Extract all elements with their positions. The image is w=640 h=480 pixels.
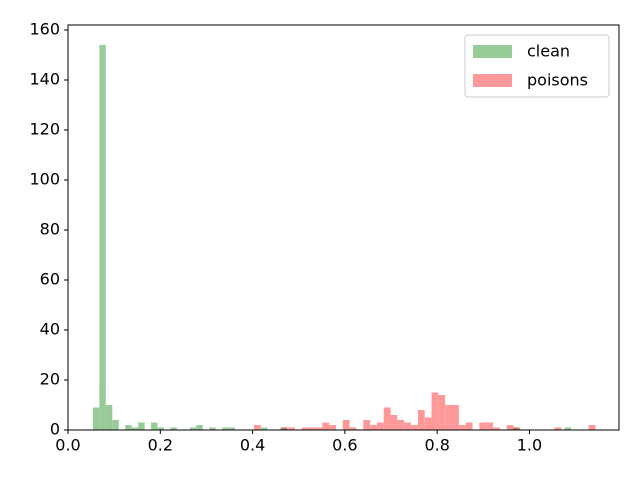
bar <box>301 427 309 430</box>
bar <box>308 427 316 430</box>
bar <box>417 410 425 430</box>
bar <box>404 422 412 430</box>
bar <box>513 427 521 430</box>
y-tick-label: 140 <box>29 70 60 89</box>
bar <box>112 420 119 430</box>
bar <box>554 427 562 430</box>
series <box>253 392 596 430</box>
bar <box>370 425 377 430</box>
bar <box>151 422 158 430</box>
bar <box>138 422 145 430</box>
bar <box>209 427 216 430</box>
y-tick-label: 40 <box>40 320 60 339</box>
bar <box>288 427 295 430</box>
bar <box>363 420 371 430</box>
x-tick-label: 0.4 <box>240 436 265 455</box>
bar <box>315 427 323 430</box>
bar <box>189 427 197 430</box>
legend-swatch <box>473 74 512 87</box>
x-tick-label: 0.8 <box>424 436 449 455</box>
x-tick-label: 0.0 <box>55 436 80 455</box>
x-tick-label: 1.0 <box>517 436 542 455</box>
bar <box>588 425 596 430</box>
legend-swatch <box>473 45 512 58</box>
bar <box>228 427 236 430</box>
bar <box>281 427 289 430</box>
series <box>92 45 572 430</box>
bar <box>349 427 357 430</box>
bar <box>397 420 405 430</box>
x-tick-label: 0.2 <box>148 436 173 455</box>
bar <box>486 422 494 430</box>
bar <box>196 425 203 430</box>
y-tick-label: 0 <box>50 420 60 439</box>
y-tick-label: 160 <box>29 20 60 39</box>
legend-label: clean <box>527 42 570 61</box>
bar <box>493 427 500 430</box>
bar <box>479 422 487 430</box>
bar <box>157 427 164 430</box>
bar <box>383 407 391 430</box>
bar <box>92 407 100 430</box>
x-tick-label: 0.6 <box>332 436 357 455</box>
bar <box>131 427 139 430</box>
bar <box>458 425 466 430</box>
bar <box>431 392 439 430</box>
bar <box>322 422 330 430</box>
plot-frame <box>67 24 620 431</box>
bar <box>170 427 177 430</box>
y-tick-label: 20 <box>40 370 60 389</box>
legend-label: poisons <box>527 71 588 90</box>
bar <box>329 425 336 430</box>
y-tick-label: 120 <box>29 120 60 139</box>
y-tick-label: 100 <box>29 170 60 189</box>
bar <box>438 395 446 430</box>
bar <box>390 415 398 430</box>
bar <box>125 425 132 430</box>
bar <box>506 425 514 430</box>
bar <box>280 427 287 430</box>
bar <box>99 45 106 430</box>
bar <box>411 425 418 430</box>
bar <box>512 427 520 430</box>
bar <box>342 420 350 430</box>
bar <box>253 425 261 430</box>
bar <box>452 405 459 430</box>
bar <box>376 422 384 430</box>
bar <box>445 405 453 430</box>
bar <box>564 427 572 430</box>
y-tick-label: 80 <box>40 220 60 239</box>
legend-box <box>464 34 610 98</box>
bar <box>105 405 113 430</box>
bar <box>465 422 473 430</box>
y-tick-label: 60 <box>40 270 60 289</box>
bar <box>424 417 432 430</box>
bar <box>260 427 268 430</box>
bar <box>222 427 229 430</box>
